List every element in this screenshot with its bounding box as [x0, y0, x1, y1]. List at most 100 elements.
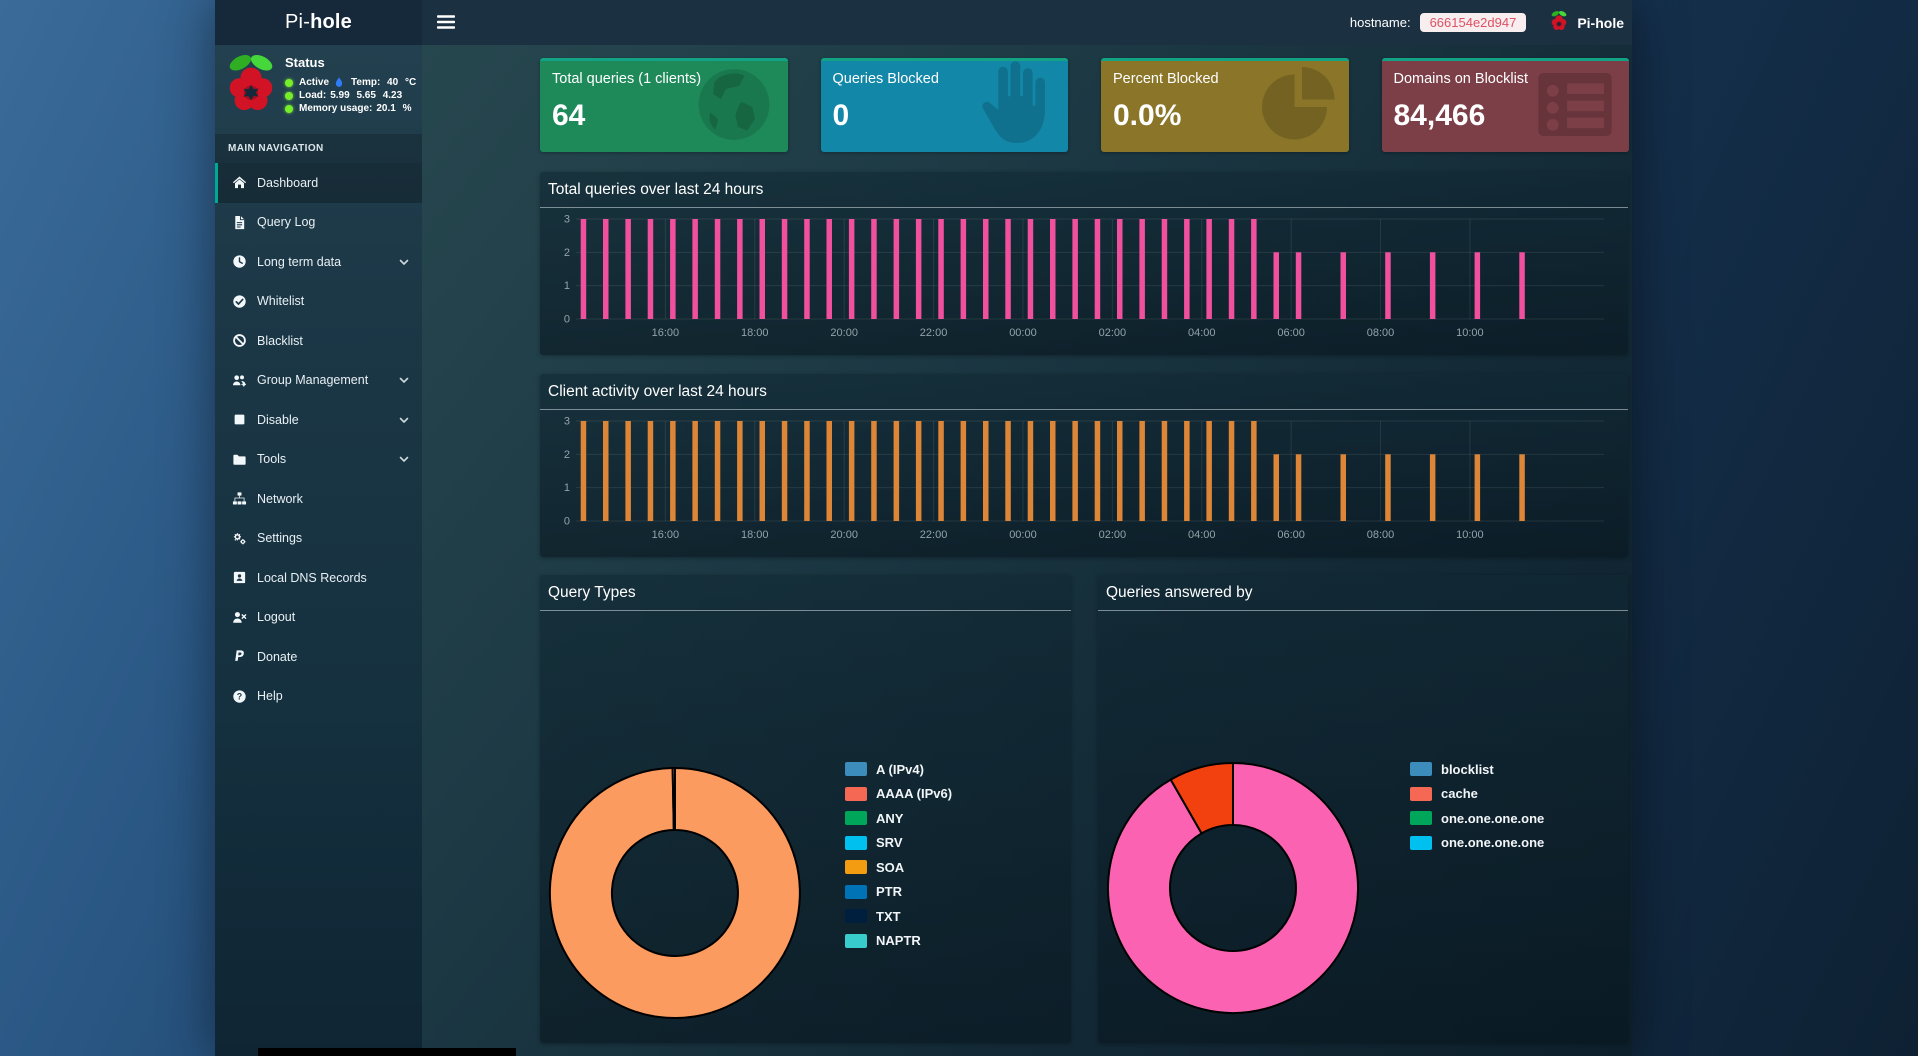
raspberry-icon [1549, 10, 1569, 35]
svg-text:1: 1 [564, 280, 570, 292]
svg-text:2: 2 [564, 247, 570, 259]
top-navbar: Pi-hole hostname: 666154e2d947 Pi-hole [215, 0, 1632, 46]
sidebar-item-label: Local DNS Records [257, 570, 367, 585]
sidebar-item-label: Network [257, 491, 303, 506]
svg-text:00:00: 00:00 [1009, 529, 1037, 541]
hamburger-icon[interactable] [436, 15, 456, 30]
svg-text:3: 3 [564, 416, 570, 428]
legend-swatch [1410, 786, 1432, 801]
svg-text:06:00: 06:00 [1277, 327, 1305, 339]
hostname-badge: 666154e2d947 [1419, 13, 1527, 32]
summary-cards-row: Total queries (1 clients) 64 Queries Block… [540, 58, 1629, 152]
svg-text:08:00: 08:00 [1367, 327, 1395, 339]
legend-item-srv: SRV [845, 831, 952, 856]
legend-swatch [845, 786, 867, 801]
status-row-active: Active Temp: 40 °C [285, 77, 416, 88]
sidebar-item-label: Dashboard [257, 175, 319, 190]
legend-item-one-one-one-one: one.one.one.one [1410, 831, 1544, 856]
sidebar-item-blacklist[interactable]: Blacklist [215, 321, 422, 361]
status-dot-icon [285, 78, 293, 87]
status-title: Status [285, 55, 325, 70]
legend-item-aaaa-ipv6: AAAA (IPv6) [845, 782, 952, 807]
stop-icon [232, 412, 247, 427]
status-row-memory-usage: Memory usage: 20.1 % [285, 103, 416, 114]
chevron-down-icon [398, 414, 410, 426]
sidebar-item-tools[interactable]: Tools [215, 440, 422, 480]
legend-item-soa: SOA [845, 855, 952, 880]
sidebar-item-label: Donate [257, 649, 298, 664]
svg-text:0: 0 [564, 314, 570, 326]
user-times-icon [232, 610, 247, 625]
legend-swatch [845, 909, 867, 924]
svg-text:00:00: 00:00 [1009, 327, 1037, 339]
sidebar-item-settings[interactable]: Settings [215, 519, 422, 559]
legend-label: TXT [876, 908, 901, 924]
hand-icon [968, 61, 1056, 152]
sidebar-item-donate[interactable]: Donate [215, 637, 422, 677]
panel-title-total-queries: Total queries over last 24 hours [540, 172, 1628, 208]
sidebar-item-label: Logout [257, 610, 296, 625]
legend-label: NAPTR [876, 933, 921, 949]
temperature-icon [335, 77, 343, 88]
sidebar-item-disable[interactable]: Disable [215, 400, 422, 440]
sidebar-item-label: Query Log [257, 215, 316, 230]
svg-text:08:00: 08:00 [1367, 529, 1395, 541]
svg-text:?: ? [237, 691, 242, 701]
panel-queries-answered-by: Queries answered by blocklist cache one.on… [1098, 575, 1628, 1043]
pihole-home-link[interactable]: Pi-hole [1549, 10, 1624, 35]
legend-item-ptr: PTR [845, 880, 952, 905]
card-title: Total queries (1 clients) [552, 71, 702, 87]
check-circle-icon [232, 294, 247, 309]
brand-logo[interactable]: Pi-hole [215, 0, 422, 45]
sidebar-item-label: Disable [257, 412, 299, 427]
svg-text:22:00: 22:00 [920, 529, 948, 541]
chevron-down-icon [398, 453, 410, 465]
legend-label: one.one.one.one [1441, 835, 1545, 851]
list-icon [1533, 62, 1617, 151]
legend-swatch [1410, 762, 1432, 777]
query-types-legend: A (IPv4) AAAA (IPv6) ANY SRV SOA PTR TXT NAPTR [845, 757, 952, 953]
sidebar-section-label: MAIN NAVIGATION [215, 134, 422, 163]
brand-suffix: hole [310, 11, 352, 33]
gears-icon [232, 531, 247, 546]
legend-swatch [845, 811, 867, 826]
chevron-down-icon [398, 374, 410, 386]
sidebar-item-dashboard[interactable]: Dashboard [215, 163, 422, 203]
sidebar-item-group-management[interactable]: Group Management [215, 361, 422, 401]
status-block: Status Active Temp: 40 °C Load: 5.99 5.65 4… [215, 45, 422, 134]
sidebar-item-query-log[interactable]: Query Log [215, 203, 422, 243]
svg-text:06:00: 06:00 [1277, 529, 1305, 541]
sidebar-item-network[interactable]: Network [215, 479, 422, 519]
legend-label: SOA [876, 859, 905, 875]
legend-item-one-one-one-one: one.one.one.one [1410, 806, 1544, 831]
svg-text:1: 1 [564, 482, 570, 494]
svg-text:22:00: 22:00 [920, 327, 948, 339]
answered-by-legend: blocklist cache one.one.one.one one.one.one… [1410, 757, 1544, 855]
sidebar-item-label: Group Management [257, 373, 369, 388]
card-value: 64 [552, 99, 586, 132]
svg-text:3: 3 [564, 214, 570, 226]
query-types-donut-chart [540, 758, 810, 1028]
folder-icon [232, 452, 247, 467]
sidebar-item-long-term-data[interactable]: Long term data [215, 242, 422, 282]
sidebar-item-label: Tools [257, 452, 287, 467]
legend-label: ANY [876, 810, 904, 826]
legend-label: blocklist [1441, 761, 1494, 777]
sidebar-item-help[interactable]: ? Help [215, 677, 422, 717]
navbar-right: hostname: 666154e2d947 Pi-hole [1350, 0, 1624, 45]
panel-title-client-activity: Client activity over last 24 hours [540, 374, 1628, 410]
sidebar-item-local-dns-records[interactable]: Local DNS Records [215, 558, 422, 598]
legend-swatch [845, 860, 867, 875]
sidebar-item-label: Whitelist [257, 294, 305, 309]
sidebar-item-logout[interactable]: Logout [215, 598, 422, 638]
status-dot-icon [285, 91, 293, 100]
users-gear-icon [232, 373, 247, 388]
status-dot-icon [285, 104, 293, 113]
client-activity-bar-chart: 0 1 2 3 16:00 18:00 20:00 22:00 00:00 02:00 04:00 0… [550, 411, 1618, 551]
total-queries-bar-chart: 0 1 2 3 16:00 18:00 20:00 22:00 00:00 02:00 04:00 0… [550, 209, 1618, 349]
question-circle-icon: ? [232, 689, 247, 704]
legend-label: AAAA (IPv6) [876, 786, 953, 802]
answered-by-donut-chart [1098, 753, 1368, 1023]
legend-label: one.one.one.one [1441, 810, 1545, 826]
sidebar-item-whitelist[interactable]: Whitelist [215, 282, 422, 322]
